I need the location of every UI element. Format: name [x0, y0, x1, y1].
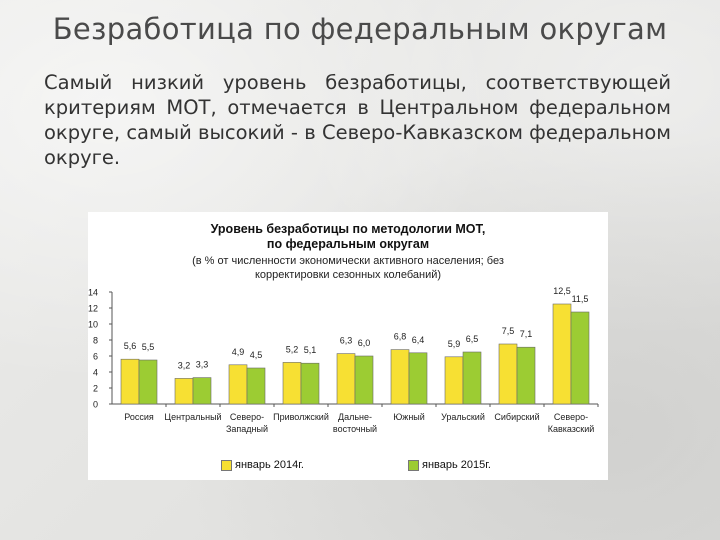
data-label: 7,1	[520, 329, 533, 339]
category-label: восточный	[333, 424, 377, 434]
data-label: 6,3	[340, 336, 353, 346]
category-label: Центральный	[164, 412, 221, 422]
bar-2015	[516, 346, 536, 405]
data-label: 5,9	[448, 339, 461, 349]
data-label: 4,9	[232, 347, 245, 357]
legend-swatch-2015	[408, 459, 419, 471]
bar-2014	[390, 349, 410, 405]
bar-2014	[444, 356, 464, 405]
category-label: Южный	[393, 412, 425, 422]
data-label: 3,2	[178, 360, 191, 370]
slide-body-text: Самый низкий уровень безработицы, соотве…	[44, 71, 671, 169]
data-label: 5,5	[142, 342, 155, 352]
legend-label-2014: январь 2014г.	[235, 459, 304, 471]
y-tick-label: 10	[88, 320, 98, 330]
bar-2015	[300, 362, 320, 405]
category-label: Россия	[124, 412, 154, 422]
data-label: 6,8	[394, 332, 407, 342]
data-label: 6,4	[412, 335, 425, 345]
bar-2014	[228, 364, 248, 405]
bar-2014	[552, 303, 572, 405]
y-tick-label: 14	[88, 288, 98, 298]
chart-panel: 0 2 4 6 8 10 12 14 5,6 5,5 Россия 3,2 3,3 Центральный…	[88, 212, 608, 480]
data-label: 5,2	[286, 344, 299, 354]
chart-title: Уровень безработицы по методологии МОТ, …	[88, 222, 608, 252]
data-label: 3,3	[196, 360, 209, 370]
category-label: Сибирский	[494, 412, 539, 422]
chart-title-line2: по федеральным округам	[266, 237, 430, 251]
bar-2015	[570, 311, 590, 405]
legend-item-2015: январь 2015г.	[408, 459, 491, 471]
chart-title-line1: Уровень безработицы по методологии МОТ,	[210, 222, 486, 236]
y-tick-label: 0	[93, 400, 98, 410]
bar-2015	[192, 377, 212, 405]
y-tick-label: 4	[93, 368, 98, 378]
data-label: 6,5	[466, 334, 479, 344]
category-label: Кавказский	[548, 424, 595, 434]
bar-2014	[120, 358, 140, 405]
data-label: 11,5	[572, 294, 589, 304]
category-label: Дальне-	[338, 412, 372, 422]
bar-2015	[354, 355, 374, 405]
category-label: Уральский	[441, 412, 485, 422]
data-label: 7,5	[502, 326, 515, 336]
y-tick-label: 12	[88, 304, 98, 314]
data-label: 5,6	[124, 341, 137, 351]
bar-2014	[336, 353, 356, 405]
bar-2014	[498, 343, 518, 405]
bar-chart: 0 2 4 6 8 10 12 14 5,6 5,5 Россия 3,2 3,3 Центральный…	[88, 286, 599, 434]
data-label: 5,1	[304, 345, 317, 355]
y-tick-label: 6	[93, 352, 98, 362]
legend-item-2014: январь 2014г.	[221, 459, 304, 471]
data-label: 6,0	[358, 338, 371, 348]
bar-2015	[408, 352, 428, 405]
category-label: Приволжский	[273, 412, 329, 422]
bar-2015	[462, 351, 482, 405]
bar-2014	[174, 378, 194, 405]
chart-subtitle: (в % от численности экономически активно…	[192, 255, 504, 281]
bar-2015	[246, 367, 266, 405]
category-label: Северо-	[554, 412, 588, 422]
legend-swatch-2014	[221, 459, 232, 471]
y-tick-label: 8	[93, 336, 98, 346]
bar-2014	[282, 362, 302, 405]
data-label: 4,5	[250, 350, 263, 360]
bar-2015	[138, 359, 158, 405]
data-label: 12,5	[553, 286, 571, 296]
y-tick-label: 2	[93, 384, 98, 394]
slide-title: Безработица по федеральным округам	[52, 12, 668, 46]
category-label: Северо-	[230, 412, 264, 422]
legend-label-2015: январь 2015г.	[422, 459, 491, 471]
category-label: Западный	[226, 424, 268, 434]
